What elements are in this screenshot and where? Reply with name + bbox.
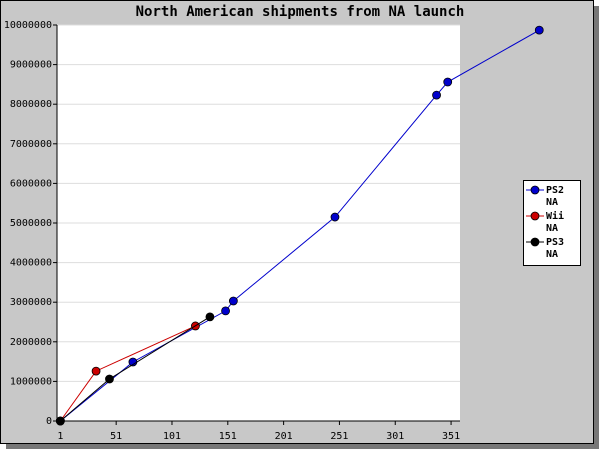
legend-label: PS3 NA <box>546 237 565 260</box>
legend-item: Wii NA <box>524 211 580 235</box>
data-point <box>105 374 114 384</box>
data-point <box>55 416 65 426</box>
data-point <box>205 312 215 322</box>
x-tick-label: 251 <box>330 431 348 442</box>
legend-marker <box>530 237 540 247</box>
x-tick-label: 51 <box>110 431 122 442</box>
legend-marker <box>530 211 540 221</box>
y-tick-label: 0 <box>46 416 52 427</box>
chart-title: North American shipments from NA launch <box>136 4 465 20</box>
x-tick-label: 301 <box>386 431 404 442</box>
y-tick-label: 4000000 <box>10 258 52 269</box>
legend-label: Wii NA <box>546 211 565 234</box>
y-tick-label: 5000000 <box>10 218 52 229</box>
x-tick-label: 1 <box>57 431 63 442</box>
y-tick-label: 2000000 <box>10 337 52 348</box>
legend-label: PS2 NA <box>546 185 565 208</box>
y-tick-label: 6000000 <box>10 178 52 189</box>
legend-marker <box>530 185 540 195</box>
data-point <box>443 77 453 87</box>
x-tick-label: 201 <box>275 431 293 442</box>
legend-swatch <box>526 237 544 247</box>
legend-item: PS3 NA <box>524 237 580 261</box>
data-point <box>534 25 544 35</box>
y-tick-label: 8000000 <box>10 99 52 110</box>
y-tick-label: 3000000 <box>10 297 52 308</box>
data-point <box>91 366 101 376</box>
data-point <box>432 90 441 100</box>
legend-item: PS2 NA <box>524 185 580 209</box>
y-tick-label: 9000000 <box>10 60 52 71</box>
y-tick-label: 10000000 <box>4 20 52 31</box>
legend-swatch <box>526 211 544 221</box>
x-tick-label: 101 <box>163 431 181 442</box>
data-point <box>330 212 340 222</box>
y-tick-label: 1000000 <box>10 376 52 387</box>
legend: PS2 NA Wii NA PS3 NA <box>523 180 581 266</box>
x-tick-label: 151 <box>219 431 237 442</box>
data-point <box>228 296 238 306</box>
legend-swatch <box>526 185 544 195</box>
data-point <box>221 306 230 316</box>
y-tick-label: 7000000 <box>10 139 52 150</box>
x-tick-label: 351 <box>442 431 460 442</box>
